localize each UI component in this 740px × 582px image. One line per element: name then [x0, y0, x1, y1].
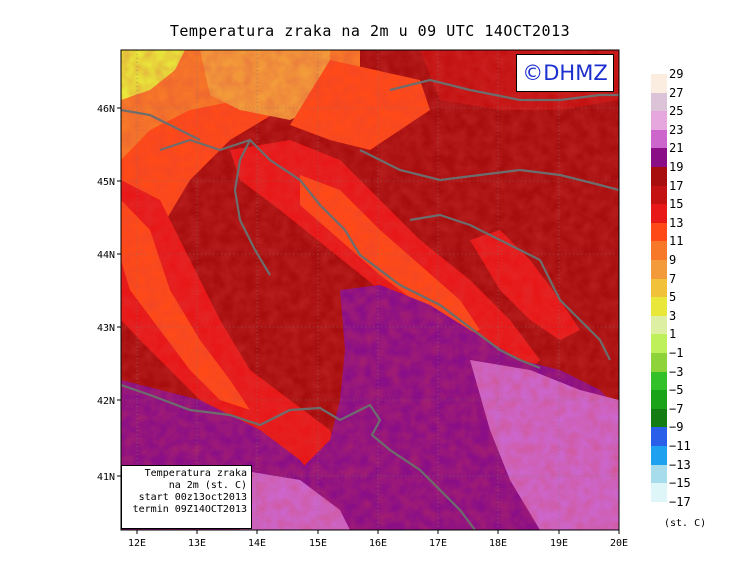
map-title: Temperatura zraka na 2m u 09 UTC 14OCT20… — [169, 22, 571, 40]
legend-label: 19 — [669, 160, 684, 174]
x-axis-ticks — [136, 530, 620, 534]
legend-swatch — [651, 278, 667, 298]
plot-frame — [120, 49, 620, 531]
x-tick-label: 13E — [188, 538, 206, 549]
legend-label: 1 — [669, 327, 677, 342]
legend-swatch — [651, 353, 667, 372]
color-legend: 29 27 25 23 21 19 17 15 13 11 9 7 5 3 1 −1 −3 −5 −7 −9 −11 −1… — [651, 68, 711, 538]
y-tick-label: 46N — [97, 104, 115, 115]
x-tick-label: 16E — [369, 538, 387, 549]
y-axis-ticks — [117, 107, 121, 477]
legend-label: −15 — [669, 476, 691, 491]
legend-label: 15 — [669, 197, 684, 212]
coastlines — [121, 78, 619, 530]
temperature-field — [121, 50, 619, 530]
legend-units: (st. C) — [664, 518, 707, 529]
y-tick-label: 45N — [97, 177, 115, 188]
legend-swatch — [651, 315, 667, 335]
legend-swatch — [651, 241, 667, 260]
legend-label: 27 — [669, 85, 684, 100]
legend-label: 5 — [669, 290, 677, 305]
legend-swatch — [651, 148, 667, 167]
legend-swatch — [651, 167, 667, 186]
legend-swatch — [651, 408, 667, 428]
legend-swatch — [651, 74, 667, 93]
legend-swatch — [651, 334, 667, 353]
legend-label: 21 — [669, 141, 684, 156]
legend-swatch — [651, 390, 667, 409]
legend-swatch — [651, 92, 667, 112]
gridlines — [121, 50, 619, 530]
x-tick-label: 14E — [248, 538, 266, 549]
legend-swatch — [651, 446, 667, 465]
x-tick-label: 20E — [610, 538, 628, 549]
legend-label: −11 — [669, 439, 691, 453]
x-tick-label: 17E — [429, 538, 447, 549]
info-line: termin 09Z14OCT2013 — [132, 504, 247, 515]
info-line: Temperatura zraka — [144, 468, 247, 479]
info-line: start 00z13oct2013 — [138, 492, 247, 503]
legend-label: −9 — [669, 420, 684, 435]
legend-label: 9 — [669, 253, 677, 267]
legend-swatch — [651, 464, 667, 484]
legend-label: 11 — [669, 234, 684, 249]
legend-label: 7 — [669, 271, 677, 286]
y-axis-labels: 41N 42N 43N 44N 45N 46N — [97, 104, 115, 483]
legend-label: −13 — [669, 457, 691, 472]
legend-label: −7 — [669, 401, 684, 416]
brand-logo: ©DHMZ — [516, 54, 614, 92]
info-box: Temperatura zraka na 2m (st. C) start 00… — [121, 465, 252, 529]
legend-label: 23 — [669, 122, 684, 137]
legend-swatch — [651, 427, 667, 446]
y-tick-label: 44N — [97, 250, 115, 261]
info-line: na 2m (st. C) — [168, 480, 247, 491]
legend-swatch — [651, 297, 667, 316]
legend-label: −17 — [669, 494, 691, 509]
legend-swatch — [651, 222, 667, 242]
x-tick-label: 15E — [309, 538, 327, 549]
legend-swatch — [651, 204, 667, 223]
legend-label: 29 — [669, 67, 684, 81]
x-axis-labels: 12E 13E 14E 15E 16E 17E 18E 19E 20E — [128, 538, 628, 549]
y-tick-label: 42N — [97, 396, 115, 407]
legend-label: −1 — [669, 346, 684, 360]
legend-swatch — [651, 371, 667, 391]
legend-label: 25 — [669, 104, 684, 119]
y-tick-label: 43N — [97, 323, 115, 334]
legend-swatch — [651, 185, 667, 205]
legend-label: −5 — [669, 383, 684, 398]
x-tick-label: 18E — [489, 538, 507, 549]
legend-label: 13 — [669, 215, 684, 230]
legend-label: −3 — [669, 364, 684, 379]
legend-swatch — [651, 111, 667, 130]
legend-swatch — [651, 129, 667, 149]
x-tick-label: 12E — [128, 538, 146, 549]
x-tick-label: 19E — [550, 538, 568, 549]
y-tick-label: 41N — [97, 472, 115, 483]
legend-swatch — [651, 260, 667, 279]
legend-label: 3 — [669, 308, 677, 323]
legend-swatch — [651, 483, 667, 502]
legend-label: 17 — [669, 178, 684, 193]
